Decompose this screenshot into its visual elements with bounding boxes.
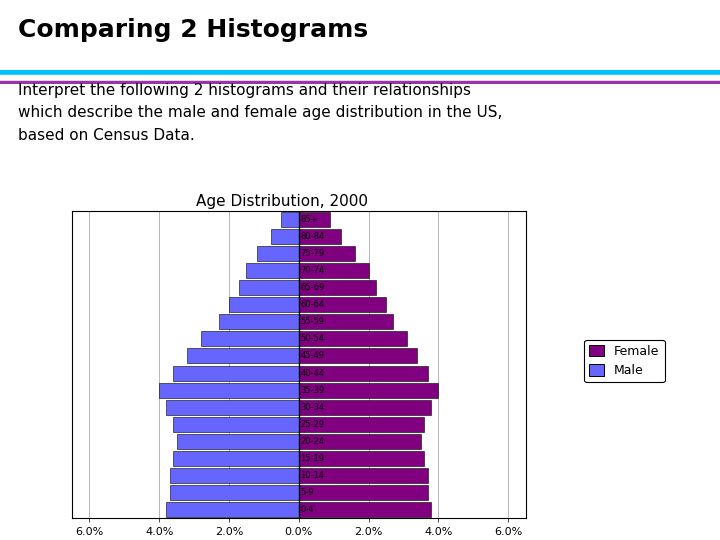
Bar xyxy=(257,246,299,261)
Text: Interpret the following 2 histograms and their relationships
which describe the : Interpret the following 2 histograms and… xyxy=(18,83,503,143)
Bar xyxy=(299,400,431,415)
Bar xyxy=(299,468,428,483)
Bar xyxy=(299,229,341,244)
Text: 15-19: 15-19 xyxy=(300,454,325,463)
Text: 30-34: 30-34 xyxy=(300,403,325,411)
Legend: Female, Male: Female, Male xyxy=(584,340,665,382)
Bar xyxy=(246,263,299,278)
Bar xyxy=(219,314,299,329)
Bar xyxy=(299,383,438,397)
Bar xyxy=(299,212,330,227)
Bar xyxy=(299,314,393,329)
Text: 85+: 85+ xyxy=(300,215,318,224)
Text: 5-9: 5-9 xyxy=(300,488,314,497)
Text: 70-74: 70-74 xyxy=(300,266,325,275)
Bar xyxy=(240,280,299,295)
Bar xyxy=(299,485,428,500)
Bar xyxy=(282,212,299,227)
Bar xyxy=(299,246,355,261)
Bar xyxy=(229,297,299,312)
Bar xyxy=(299,297,386,312)
Text: 50-54: 50-54 xyxy=(300,334,325,343)
Text: 75-79: 75-79 xyxy=(300,249,325,258)
Bar xyxy=(299,280,376,295)
Text: 60-64: 60-64 xyxy=(300,300,325,309)
Bar xyxy=(166,400,299,415)
Bar xyxy=(299,366,428,381)
Bar xyxy=(299,417,424,432)
Text: 35-39: 35-39 xyxy=(300,386,325,395)
Bar xyxy=(187,348,299,363)
Bar xyxy=(174,451,299,466)
Bar xyxy=(299,332,407,346)
Bar xyxy=(299,348,418,363)
Text: 0-4: 0-4 xyxy=(300,505,314,514)
Bar xyxy=(174,417,299,432)
Text: 65-69: 65-69 xyxy=(300,283,325,292)
Text: 25-29: 25-29 xyxy=(300,420,325,429)
Text: 20-24: 20-24 xyxy=(300,437,325,446)
Bar xyxy=(170,485,299,500)
Bar xyxy=(299,502,431,517)
Bar xyxy=(201,332,299,346)
Bar xyxy=(159,383,299,397)
Bar xyxy=(271,229,299,244)
Text: 55-59: 55-59 xyxy=(300,318,325,326)
Bar xyxy=(299,451,424,466)
Bar xyxy=(174,366,299,381)
Text: Age Distribution, 2000: Age Distribution, 2000 xyxy=(196,194,367,208)
Bar xyxy=(166,502,299,517)
Bar xyxy=(299,434,421,449)
Text: 80-84: 80-84 xyxy=(300,232,325,241)
Text: 45-49: 45-49 xyxy=(300,352,325,361)
Text: 10-14: 10-14 xyxy=(300,471,325,480)
Text: Comparing 2 Histograms: Comparing 2 Histograms xyxy=(18,17,368,42)
Bar xyxy=(170,468,299,483)
Text: 40-44: 40-44 xyxy=(300,368,325,377)
Bar xyxy=(299,263,369,278)
Bar xyxy=(176,434,299,449)
